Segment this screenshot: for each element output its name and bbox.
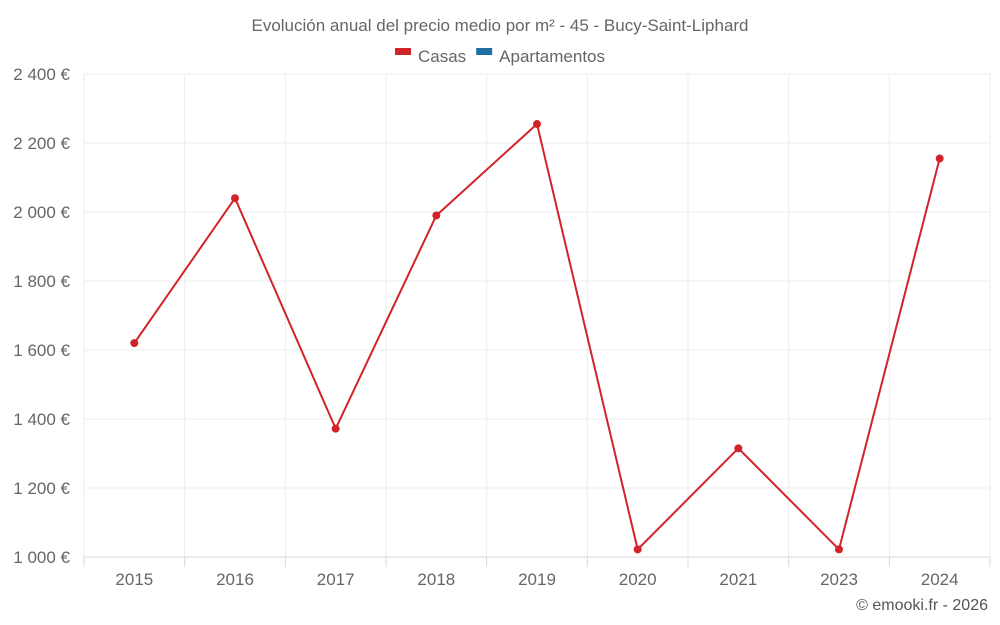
y-tick-label: 1 000 € bbox=[13, 548, 70, 567]
legend-item-apartamentos[interactable]: Apartamentos bbox=[476, 47, 605, 66]
x-tick-label: 2017 bbox=[317, 570, 355, 589]
data-point[interactable] bbox=[835, 545, 843, 554]
chart-title: Evolución anual del precio medio por m² … bbox=[251, 16, 748, 35]
data-point[interactable] bbox=[734, 444, 743, 453]
data-point[interactable] bbox=[231, 194, 239, 203]
credit-text: © emooki.fr - 2026 bbox=[856, 597, 988, 614]
y-tick-label: 2 000 € bbox=[13, 203, 70, 222]
grid bbox=[83, 73, 991, 557]
data-point[interactable] bbox=[533, 120, 541, 129]
x-tick-label: 2015 bbox=[115, 570, 153, 589]
data-point[interactable] bbox=[633, 545, 642, 554]
x-tick-label: 2020 bbox=[619, 570, 657, 589]
y-tick-label: 1 600 € bbox=[13, 341, 70, 360]
data-point[interactable] bbox=[432, 211, 441, 220]
x-tick-label: 2016 bbox=[216, 570, 254, 589]
y-tick-label: 1 200 € bbox=[13, 479, 70, 498]
legend-swatch bbox=[394, 48, 411, 55]
data-point[interactable] bbox=[935, 154, 944, 163]
legend-item-casas[interactable]: Casas bbox=[394, 47, 466, 66]
x-tick-label: 2018 bbox=[417, 570, 455, 589]
y-tick-label: 1 800 € bbox=[13, 272, 70, 291]
x-tick-label: 2021 bbox=[719, 570, 757, 589]
legend-label: Apartamentos bbox=[499, 47, 605, 66]
legend-label: Casas bbox=[418, 47, 466, 66]
data-point[interactable] bbox=[130, 339, 139, 348]
y-tick-label: 2 400 € bbox=[13, 65, 70, 84]
legend-swatch bbox=[476, 48, 493, 55]
x-tick-label: 2024 bbox=[921, 570, 959, 589]
series-line-casas[interactable] bbox=[133, 123, 941, 551]
data-point[interactable] bbox=[331, 424, 340, 433]
axes: 1 000 € 1 200 € 1 400 € 1 600 € 1 800 € 2 000… bbox=[13, 65, 991, 589]
x-tick-label: 2023 bbox=[820, 570, 858, 589]
legend[interactable]: Casas Apartamentos bbox=[394, 47, 605, 66]
y-tick-label: 2 200 € bbox=[13, 134, 70, 153]
series-layer bbox=[130, 120, 944, 554]
x-tick-label: 2019 bbox=[518, 570, 556, 589]
y-tick-label: 1 400 € bbox=[13, 410, 70, 429]
